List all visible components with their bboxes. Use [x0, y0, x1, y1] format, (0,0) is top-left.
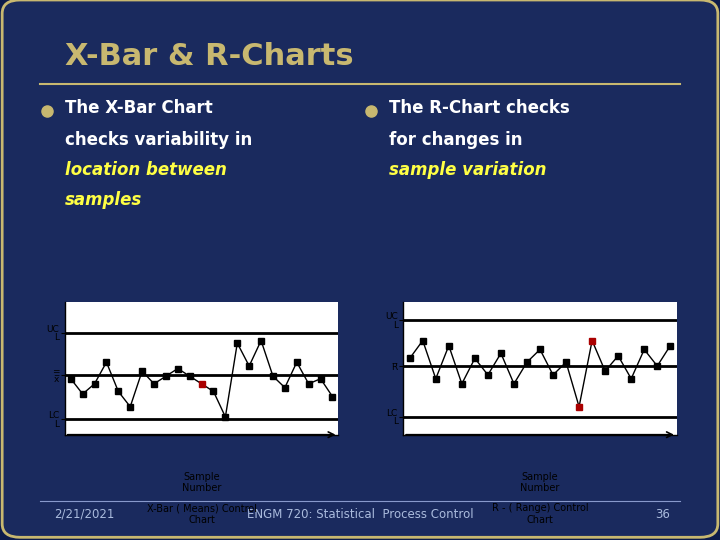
Text: ENGM 720: Statistical  Process Control: ENGM 720: Statistical Process Control	[247, 508, 473, 521]
Text: The R-Chart checks: The R-Chart checks	[389, 99, 570, 117]
Text: samples: samples	[65, 191, 142, 209]
Text: X-Bar & R-Charts: X-Bar & R-Charts	[65, 42, 354, 71]
Text: for changes in: for changes in	[389, 131, 522, 150]
Text: checks variability in: checks variability in	[65, 131, 252, 150]
Text: location between: location between	[65, 161, 227, 179]
Text: 2/21/2021: 2/21/2021	[54, 508, 114, 521]
Text: 36: 36	[654, 508, 670, 521]
Text: The X-Bar Chart: The X-Bar Chart	[65, 99, 212, 117]
Text: X-Bar ( Means) Control
Chart: X-Bar ( Means) Control Chart	[147, 503, 256, 525]
Text: sample variation: sample variation	[389, 161, 546, 179]
Text: Sample
Number: Sample Number	[521, 472, 559, 494]
Text: Sample
Number: Sample Number	[182, 472, 221, 494]
Text: R - ( Range) Control
Chart: R - ( Range) Control Chart	[492, 503, 588, 525]
